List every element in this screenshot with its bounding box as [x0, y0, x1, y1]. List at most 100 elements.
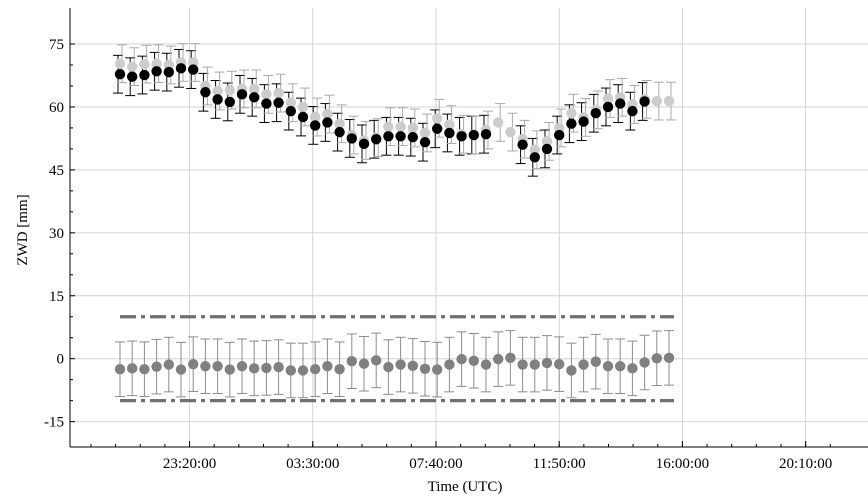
data-point	[444, 127, 455, 139]
data-point	[322, 108, 333, 120]
data-point	[480, 129, 492, 140]
data-point	[529, 152, 540, 163]
data-point	[517, 359, 528, 370]
y-axis-label: ZWD [mm]	[15, 194, 31, 265]
data-point	[273, 97, 284, 108]
data-point	[334, 126, 345, 138]
data-point	[163, 59, 174, 71]
data-point	[383, 121, 394, 132]
y-tick-label: 0	[57, 352, 65, 368]
data-point	[334, 363, 345, 375]
data-point	[127, 61, 138, 72]
data-points	[114, 57, 675, 376]
data-point	[139, 363, 150, 375]
data-point	[285, 97, 296, 108]
data-point	[249, 83, 260, 95]
data-point	[139, 58, 150, 70]
data-point	[310, 120, 321, 131]
x-tick-label: 23:20:00	[163, 456, 216, 472]
data-point	[566, 108, 577, 119]
data-point	[663, 352, 675, 364]
data-point	[127, 363, 138, 374]
data-point	[639, 357, 650, 368]
data-point	[529, 144, 540, 155]
data-point	[114, 58, 126, 69]
data-point	[200, 361, 211, 372]
data-point	[139, 69, 150, 81]
x-tick-label: 16:00:00	[656, 456, 709, 472]
data-point	[480, 359, 492, 370]
data-point	[383, 361, 394, 373]
data-point	[346, 133, 357, 144]
data-point	[554, 129, 565, 141]
data-point	[505, 352, 516, 364]
data-point	[297, 111, 309, 123]
x-tick-label: 11:50:00	[533, 456, 586, 472]
data-point	[541, 143, 553, 155]
x-tick-label: 07:40:00	[409, 456, 462, 472]
data-point	[456, 131, 467, 142]
data-point	[200, 87, 211, 98]
data-point	[541, 357, 553, 369]
data-point	[444, 359, 455, 370]
data-point	[285, 365, 296, 376]
data-point	[212, 361, 223, 372]
data-point	[395, 131, 406, 142]
data-point	[346, 356, 357, 367]
data-point	[602, 93, 614, 104]
data-point	[529, 359, 540, 370]
data-point	[395, 121, 406, 132]
data-point	[432, 123, 443, 134]
data-point	[358, 358, 370, 369]
data-point	[541, 136, 553, 147]
y-tick-label: 15	[49, 289, 64, 305]
data-point	[297, 365, 309, 376]
data-point	[334, 118, 345, 129]
data-point	[566, 118, 577, 129]
x-tick-label: 20:10:00	[779, 456, 832, 472]
data-point	[188, 64, 199, 75]
data-point	[322, 117, 333, 128]
data-point	[602, 361, 614, 372]
data-point	[371, 355, 382, 366]
y-tick-label: -15	[44, 415, 64, 431]
y-tick-label: 45	[49, 163, 64, 179]
data-point	[273, 361, 284, 373]
data-point	[114, 363, 126, 375]
data-point	[212, 85, 223, 97]
data-point	[395, 359, 406, 370]
data-point	[236, 361, 248, 372]
data-point	[468, 355, 479, 366]
data-point	[249, 92, 260, 103]
data-point	[578, 116, 589, 127]
data-point	[383, 131, 394, 142]
data-point	[175, 364, 187, 375]
data-point	[517, 139, 528, 150]
data-point	[114, 69, 126, 80]
y-tick-label: 60	[49, 100, 64, 116]
data-point	[493, 353, 504, 365]
reference-lines	[120, 315, 674, 403]
data-point	[407, 360, 418, 372]
data-point	[590, 108, 601, 119]
data-point	[224, 84, 235, 96]
data-point	[285, 105, 296, 117]
data-point	[627, 363, 638, 374]
data-point	[566, 365, 577, 376]
data-point	[627, 105, 638, 117]
data-point	[249, 363, 260, 374]
data-point	[602, 101, 614, 113]
data-point	[419, 363, 431, 374]
data-point	[310, 363, 321, 375]
grid	[70, 8, 868, 447]
data-point	[236, 89, 248, 100]
data-point	[615, 98, 626, 109]
data-point	[188, 57, 199, 68]
data-point	[493, 117, 504, 128]
data-point	[224, 96, 235, 108]
data-point	[224, 364, 235, 375]
data-point	[444, 119, 455, 130]
data-point	[590, 356, 601, 367]
data-point	[212, 94, 223, 105]
data-point	[151, 66, 162, 77]
